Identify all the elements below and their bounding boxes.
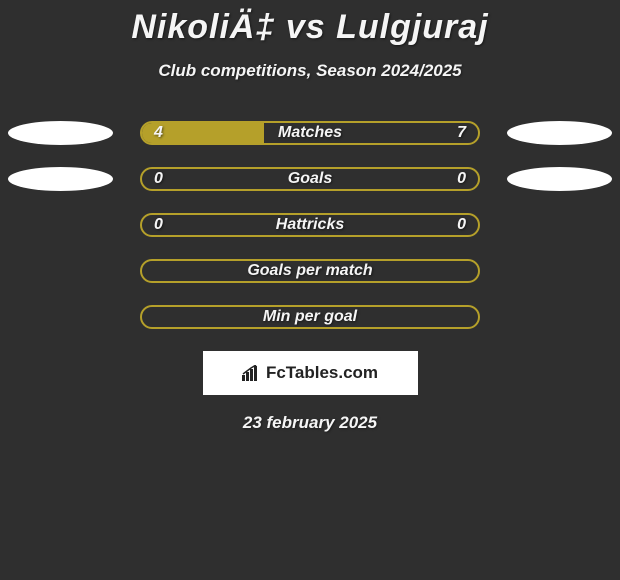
stat-row-min-per-goal: Min per goal <box>0 305 620 329</box>
stat-bar: 4 Matches 7 <box>140 121 480 145</box>
stat-bar: 0 Goals 0 <box>140 167 480 191</box>
comparison-card: NikoliÄ‡ vs Lulgjuraj Club competitions,… <box>0 0 620 580</box>
stat-row-hattricks: 0 Hattricks 0 <box>0 213 620 237</box>
stat-value-right: 0 <box>457 170 466 188</box>
stat-row-goals: 0 Goals 0 <box>0 167 620 191</box>
stat-bar: Min per goal <box>140 305 480 329</box>
player-left-marker <box>8 121 113 145</box>
brand-text: FcTables.com <box>266 363 378 383</box>
stat-label: Goals per match <box>247 262 372 280</box>
stat-value-right: 0 <box>457 216 466 234</box>
subtitle: Club competitions, Season 2024/2025 <box>0 61 620 81</box>
stats-area: 4 Matches 7 0 Goals 0 0 Hattricks 0 <box>0 121 620 329</box>
stat-value-left: 0 <box>154 170 163 188</box>
brand-badge: FcTables.com <box>203 351 418 395</box>
stat-row-goals-per-match: Goals per match <box>0 259 620 283</box>
stat-value-left: 0 <box>154 216 163 234</box>
stat-row-matches: 4 Matches 7 <box>0 121 620 145</box>
stat-value-right: 7 <box>457 124 466 142</box>
date-label: 23 february 2025 <box>0 413 620 433</box>
stat-bar: 0 Hattricks 0 <box>140 213 480 237</box>
player-left-marker <box>8 167 113 191</box>
player-right-marker <box>507 167 612 191</box>
stat-label: Min per goal <box>263 308 357 326</box>
chart-icon <box>242 365 262 381</box>
player-right-marker <box>507 121 612 145</box>
stat-bar: Goals per match <box>140 259 480 283</box>
page-title: NikoliÄ‡ vs Lulgjuraj <box>0 0 620 47</box>
stat-label: Goals <box>288 170 332 188</box>
stat-label: Hattricks <box>276 216 344 234</box>
stat-label: Matches <box>278 124 342 142</box>
stat-value-left: 4 <box>154 124 163 142</box>
